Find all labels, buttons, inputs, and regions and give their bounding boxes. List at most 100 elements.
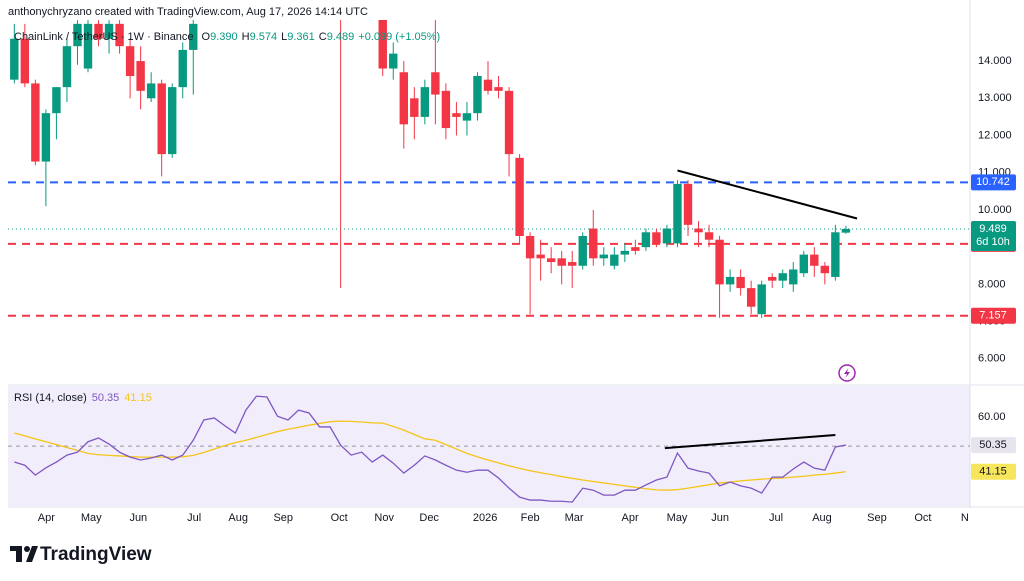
candle-body <box>136 61 145 91</box>
candle-body <box>620 250 630 255</box>
candle-body <box>799 254 808 274</box>
candle-body <box>831 232 840 277</box>
candle-body <box>389 53 398 69</box>
candle-body <box>810 254 819 266</box>
candle-body <box>431 72 440 95</box>
candle-body <box>410 98 419 117</box>
candle-body <box>694 228 703 233</box>
candle-body <box>536 254 545 259</box>
candle-body <box>104 23 114 39</box>
candle-body <box>168 87 177 155</box>
y-tick-label: 6.000 <box>978 353 1006 365</box>
y-tick-label: 60.00 <box>978 411 1006 423</box>
x-tick-label: Dec <box>419 512 439 524</box>
candle-body <box>178 49 187 88</box>
x-tick-label: 2026 <box>473 512 497 524</box>
rsi-line <box>14 395 847 503</box>
branding: TradingView <box>40 544 152 565</box>
candle-body <box>631 247 640 251</box>
candle-body <box>83 23 93 69</box>
legend-value: 9.390 <box>210 31 238 43</box>
x-tick-label: Oct <box>331 512 348 524</box>
candle-body <box>441 90 451 129</box>
y-tick-label: 12.000 <box>978 129 1012 141</box>
candle-body <box>125 46 135 76</box>
rsi-legend-value: 41.15 <box>124 392 152 404</box>
x-tick-label: Mar <box>565 512 584 524</box>
candle-body <box>641 232 651 248</box>
x-tick-label: Aug <box>812 512 832 524</box>
last-price-label: 9.489 <box>979 223 1007 235</box>
last-price-box <box>971 220 1016 251</box>
price-pane <box>8 20 970 318</box>
candle-body <box>94 23 103 39</box>
legend: ChainLink / TetherUS · 1W · Binance O9.39… <box>14 31 440 43</box>
candle-body <box>420 87 430 117</box>
overlay: 6.0007.0008.00010.00011.00012.00013.0001… <box>14 31 1016 524</box>
x-tick-label: Apr <box>622 512 639 524</box>
rsi-value-box <box>971 437 1016 454</box>
countdown-label: 6d 10h <box>976 236 1010 248</box>
level-label-box <box>971 307 1016 324</box>
candle-body <box>473 75 482 114</box>
level-label: 7.157 <box>979 310 1007 322</box>
candle-body <box>399 72 408 125</box>
header: anthonychryzano created with TradingView… <box>8 6 368 18</box>
candle-body <box>778 273 787 281</box>
candle-body <box>599 254 608 259</box>
legend-value: 9.361 <box>287 31 315 43</box>
x-tick-label: May <box>667 512 688 524</box>
candle-body <box>673 183 682 244</box>
x-tick-label: Nov <box>374 512 394 524</box>
candle-body <box>768 276 777 281</box>
candle-body <box>504 90 514 155</box>
level-label-box <box>971 174 1016 191</box>
candle-body <box>157 83 166 155</box>
x-tick-label: Sep <box>273 512 293 524</box>
rsi-legend-title: RSI (14, close) <box>14 392 87 404</box>
legend-title: ChainLink / TetherUS · 1W · Binance <box>14 31 194 43</box>
legend-value: 9.489 <box>327 31 355 43</box>
candle-body <box>31 83 40 162</box>
candle-body <box>525 235 535 259</box>
rsi-value-label: 50.35 <box>979 439 1007 451</box>
trendline <box>677 169 858 220</box>
x-tick-label: Feb <box>521 512 540 524</box>
legend-key: O <box>202 31 211 43</box>
x-tick-label: N <box>961 512 969 524</box>
x-tick-label: Jul <box>187 512 201 524</box>
x-tick-label: Jun <box>129 512 147 524</box>
candle-body <box>746 288 756 307</box>
candle-body <box>62 46 72 88</box>
x-tick-label: Aug <box>228 512 248 524</box>
x-tick-label: May <box>81 512 102 524</box>
rsi-value-box <box>971 463 1016 480</box>
rsi-value-label: 41.15 <box>979 466 1007 478</box>
x-tick-label: Apr <box>38 512 55 524</box>
candle-body <box>589 228 598 259</box>
candle-body <box>73 23 82 47</box>
x-tick-label: Sep <box>867 512 887 524</box>
candle-body <box>736 276 745 289</box>
legend-change: +0.099 (+1.05%) <box>358 31 440 43</box>
y-tick-label: 10.000 <box>978 204 1012 216</box>
legend-value: 9.574 <box>250 31 278 43</box>
rsi-legend-value: 50.35 <box>92 392 120 404</box>
x-tick-label: Oct <box>914 512 931 524</box>
candle-body <box>20 38 30 84</box>
legend-key: C <box>319 31 327 43</box>
candle-body <box>704 232 714 240</box>
candle-body <box>610 254 619 266</box>
y-tick-label: 13.000 <box>978 92 1012 104</box>
candle-body <box>568 262 577 266</box>
candle-body <box>483 79 493 91</box>
candle-body <box>757 284 766 315</box>
candle-body <box>789 269 798 285</box>
candle-body <box>683 183 693 225</box>
candle-body <box>41 113 51 162</box>
trendline <box>664 434 836 450</box>
candle-body <box>452 113 461 117</box>
candle-body <box>820 265 830 274</box>
